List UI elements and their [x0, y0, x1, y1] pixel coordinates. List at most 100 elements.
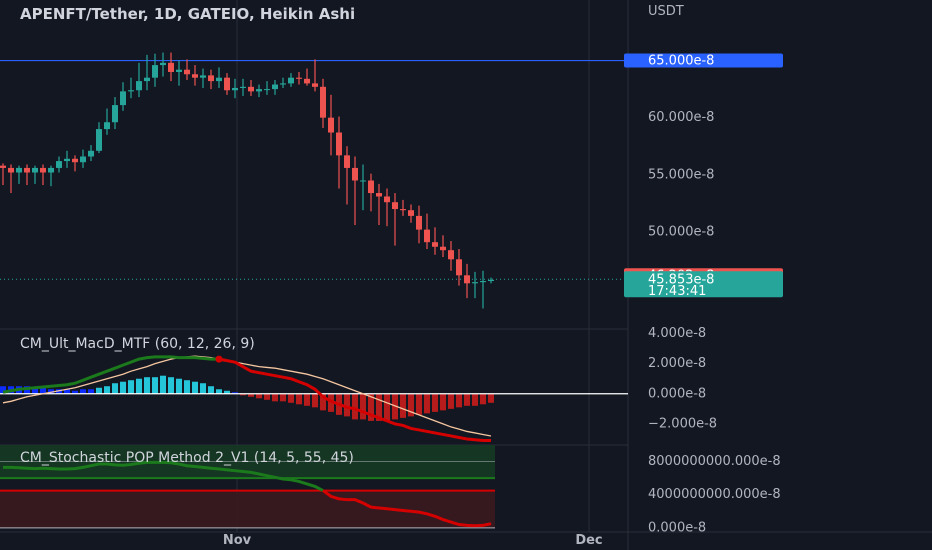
- macd-histogram-bar: [184, 380, 190, 394]
- candle-up: [64, 158, 70, 162]
- macd-histogram-bar: [472, 393, 478, 406]
- candle-down: [416, 215, 422, 230]
- price-axis[interactable]: 65.000e-860.000e-855.000e-850.000e-865.0…: [624, 53, 783, 535]
- macd-tick-label: −2.000e-8: [648, 416, 717, 431]
- candle-down: [184, 69, 190, 75]
- chart-title[interactable]: APENFT/Tether, 1D, GATEIO, Heikin Ashi: [20, 5, 355, 23]
- macd-tick-label: 4.000e-8: [648, 326, 706, 341]
- candle-down: [344, 155, 350, 168]
- macd-histogram-bar: [344, 393, 350, 417]
- candle-up: [176, 69, 182, 72]
- stoch-tick-label: 0.000e-8: [648, 520, 706, 535]
- macd-histogram-bar: [424, 393, 430, 414]
- candle-down: [376, 193, 382, 197]
- last-price-badge-text: 45.853e-8: [648, 272, 714, 287]
- macd-histogram-bar: [288, 393, 294, 403]
- candle-up: [144, 77, 150, 82]
- price-tick-label: 55.000e-8: [648, 167, 714, 182]
- candle-up: [80, 156, 86, 163]
- macd-histogram-bar: [152, 377, 158, 394]
- last-price-badge: [624, 271, 783, 298]
- macd-histogram-bar: [192, 381, 198, 394]
- macd-histogram-bar: [136, 378, 142, 394]
- candle-down: [208, 75, 214, 82]
- stoch-lower-zone: [0, 490, 495, 528]
- macd-histogram-bar: [104, 386, 110, 394]
- candle-up: [48, 167, 54, 173]
- candle-down: [312, 83, 318, 87]
- candle-up: [288, 77, 294, 84]
- macd-histogram-bar: [304, 393, 310, 406]
- macd-histogram-bar: [480, 393, 486, 405]
- macd-tick-label: 0.000e-8: [648, 386, 706, 401]
- macd-histogram-bar: [312, 393, 318, 408]
- macd-histogram-bar: [128, 380, 134, 394]
- candle-down: [72, 158, 78, 163]
- macd-histogram-bar: [440, 393, 446, 411]
- candle-up: [280, 83, 286, 85]
- macd-histogram-bar: [224, 390, 230, 394]
- macd-histogram-bar: [488, 393, 494, 403]
- macd-histogram-bar: [40, 387, 46, 394]
- macd-histogram-bar: [56, 389, 62, 394]
- candle-down: [40, 167, 46, 173]
- candle-down: [296, 77, 302, 79]
- currency-label: USDT: [648, 4, 684, 19]
- candle-down: [456, 259, 462, 276]
- price-pane: [0, 52, 628, 309]
- macd-histogram-bar: [464, 393, 470, 406]
- time-label-dec: Dec: [575, 533, 602, 548]
- candle-down: [8, 167, 14, 173]
- candle-down: [336, 132, 342, 156]
- candle-up: [128, 90, 134, 92]
- stoch-line-up: [3, 460, 324, 492]
- macd-histogram-bar: [400, 393, 406, 418]
- price-tick-label: 60.000e-8: [648, 110, 714, 125]
- macd-histogram-bar: [296, 393, 302, 405]
- macd-histogram-bar: [0, 386, 6, 394]
- candle-up: [104, 122, 110, 130]
- candle-up: [88, 150, 94, 157]
- candle-down: [464, 275, 470, 284]
- macd-histogram-bar: [448, 393, 454, 409]
- candle-up: [472, 282, 478, 284]
- stoch-tick-label: 8000000000.000e-8: [648, 454, 781, 469]
- candle-up: [136, 81, 142, 91]
- candle-up: [32, 167, 38, 173]
- macd-histogram-bar: [96, 387, 102, 394]
- stoch-tick-label: 4000000000.000e-8: [648, 487, 781, 502]
- macd-histogram-bar: [360, 393, 366, 420]
- macd-pane: [0, 355, 628, 442]
- candle-down: [304, 78, 310, 84]
- candle-up: [240, 86, 246, 88]
- candle-down: [384, 196, 390, 203]
- candle-up: [120, 91, 126, 106]
- macd-histogram-bar: [280, 393, 286, 402]
- macd-histogram-bar: [432, 393, 438, 412]
- macd-tick-label: 2.000e-8: [648, 356, 706, 371]
- macd-histogram-bar: [272, 393, 278, 402]
- macd-histogram-bar: [256, 393, 262, 399]
- macd-cross-marker: [215, 355, 223, 363]
- candle-up: [272, 84, 278, 90]
- candle-down: [24, 167, 30, 173]
- candle-down: [352, 167, 358, 181]
- candle-up: [16, 167, 22, 173]
- candle-down: [320, 86, 326, 118]
- macd-histogram-bar: [64, 389, 70, 394]
- candle-up: [480, 281, 486, 283]
- stochastic-indicator-title[interactable]: CM_Stochastic POP Method 2_V1 (14, 5, 55…: [20, 450, 354, 466]
- candle-up: [216, 77, 222, 82]
- candle-down: [248, 86, 254, 92]
- candle-down: [328, 117, 334, 133]
- candle-down: [192, 74, 198, 78]
- macd-indicator-title[interactable]: CM_Ult_MacD_MTF (60, 12, 26, 9): [20, 336, 255, 352]
- macd-histogram-bar: [216, 389, 222, 394]
- macd-histogram-bar: [408, 393, 414, 417]
- macd-histogram-bar: [48, 389, 54, 394]
- stochastic-pane: [0, 445, 495, 529]
- macd-histogram-bar: [384, 393, 390, 421]
- macd-histogram-bar: [112, 383, 118, 394]
- macd-histogram-bar: [264, 393, 270, 400]
